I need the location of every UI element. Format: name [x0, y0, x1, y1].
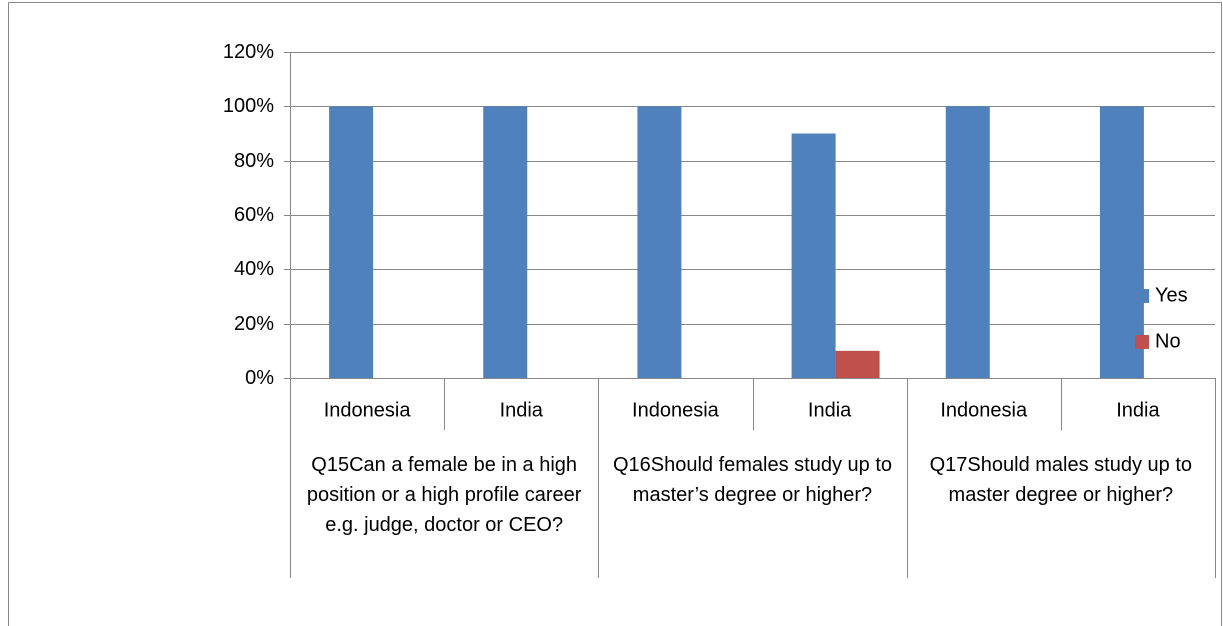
x-tick-label: India [500, 399, 544, 421]
bar [791, 133, 836, 378]
legend-swatch [1135, 335, 1149, 349]
y-tick-label: 0% [245, 367, 274, 389]
y-tick-label: 120% [223, 41, 274, 63]
y-tick-label: 40% [234, 258, 274, 280]
bar [945, 106, 990, 378]
y-tick-label: 20% [234, 313, 274, 335]
x-tick-label: Indonesia [632, 399, 720, 421]
legend-label: No [1155, 330, 1181, 352]
group-label: Q15Can a female be in a high position or… [306, 454, 582, 536]
group-label: Q16Should females study up to master’s d… [612, 454, 893, 506]
bar [637, 106, 682, 378]
bar [483, 106, 528, 378]
x-tick-label: Indonesia [324, 399, 412, 421]
y-tick-label: 100% [223, 95, 274, 117]
x-tick-label: Indonesia [940, 399, 1028, 421]
y-tick-label: 80% [234, 150, 274, 172]
y-tick-label: 60% [234, 204, 274, 226]
x-tick-label: India [808, 399, 852, 421]
bar [1099, 106, 1144, 378]
legend-swatch [1135, 289, 1149, 303]
legend-label: Yes [1155, 284, 1188, 306]
bar [835, 350, 880, 378]
bar [329, 106, 374, 378]
group-label: Q17Should males study up to master degre… [929, 454, 1193, 506]
x-tick-label: India [1116, 399, 1160, 421]
